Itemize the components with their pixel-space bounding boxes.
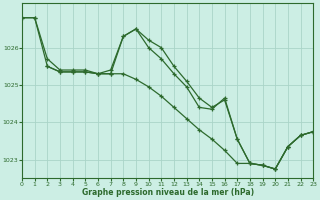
X-axis label: Graphe pression niveau de la mer (hPa): Graphe pression niveau de la mer (hPa) (82, 188, 254, 197)
